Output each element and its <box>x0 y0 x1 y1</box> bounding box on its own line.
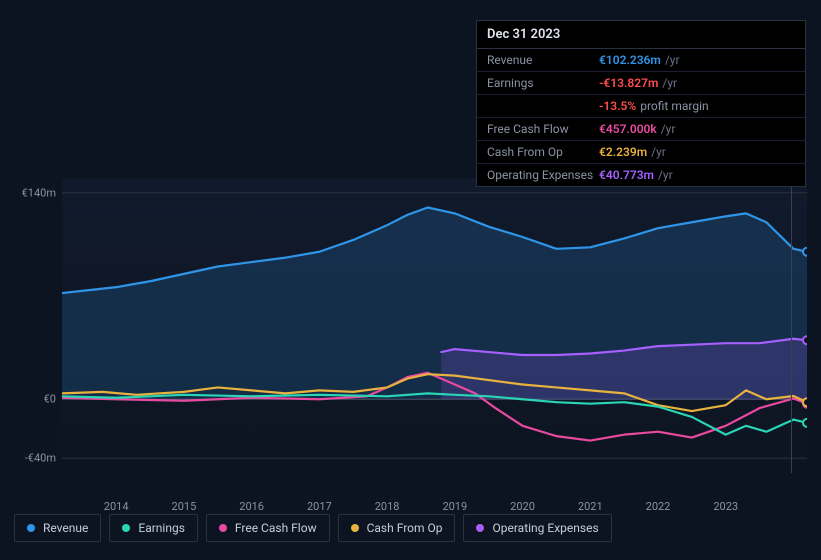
y-tick-label: €140m <box>14 186 56 199</box>
tooltip-extra-text: profit margin <box>640 99 708 113</box>
legend-label: Earnings <box>138 521 185 535</box>
y-tick-label: -€40m <box>14 452 56 465</box>
legend-label: Cash From Op <box>367 521 443 535</box>
tooltip-label: Earnings <box>487 76 599 90</box>
chart-legend: Revenue Earnings Free Cash Flow Cash From O… <box>14 514 807 542</box>
tooltip-row: Free Cash Flow€457.000k/yr <box>477 118 805 141</box>
legend-label: Revenue <box>43 521 88 535</box>
legend-dot-icon <box>27 524 35 532</box>
x-tick-label: 2015 <box>172 500 197 513</box>
hover-marker-line <box>791 178 792 473</box>
y-tick-label: €0 <box>14 393 56 406</box>
tooltip-label: Free Cash Flow <box>487 122 599 136</box>
x-tick-label: 2022 <box>646 500 671 513</box>
legend-item[interactable]: Revenue <box>14 514 101 542</box>
tooltip-unit: /yr <box>665 53 680 67</box>
legend-item[interactable]: Operating Expenses <box>463 514 611 542</box>
x-tick-label: 2020 <box>510 500 535 513</box>
legend-label: Free Cash Flow <box>235 521 317 535</box>
tooltip-value: €457.000k <box>599 122 657 136</box>
x-tick-label: 2018 <box>375 500 400 513</box>
tooltip-extra-value: -13.5% <box>599 99 636 113</box>
x-tick-label: 2014 <box>104 500 129 513</box>
legend-dot-icon <box>351 524 359 532</box>
legend-dot-icon <box>122 524 130 532</box>
legend-dot-icon <box>476 524 484 532</box>
legend-dot-icon <box>219 524 227 532</box>
tooltip-value: €40.773m <box>599 168 654 182</box>
tooltip-unit: /yr <box>651 145 666 159</box>
tooltip-unit: /yr <box>658 168 673 182</box>
tooltip-value: -€13.827m <box>599 76 658 90</box>
tooltip-label: Operating Expenses <box>487 168 599 182</box>
tooltip-unit: /yr <box>662 76 677 90</box>
x-tick-label: 2016 <box>239 500 264 513</box>
tooltip-unit: /yr <box>661 122 676 136</box>
financials-chart[interactable]: €140m€0-€40m 201420152016201720182019202… <box>14 158 807 495</box>
tooltip-row: -13.5% profit margin <box>477 95 805 118</box>
tooltip-value: €2.239m <box>599 145 647 159</box>
x-tick-label: 2017 <box>307 500 332 513</box>
tooltip-rows: Revenue€102.236m/yrEarnings-€13.827m/yr-… <box>477 49 805 186</box>
legend-item[interactable]: Free Cash Flow <box>206 514 330 542</box>
legend-item[interactable]: Cash From Op <box>338 514 456 542</box>
tooltip-label: Cash From Op <box>487 145 599 159</box>
tooltip-date: Dec 31 2023 <box>477 21 805 49</box>
x-tick-label: 2019 <box>442 500 467 513</box>
chart-svg <box>62 178 807 473</box>
x-tick-label: 2021 <box>578 500 603 513</box>
tooltip-row: Earnings-€13.827m/yr <box>477 72 805 95</box>
tooltip-row: Operating Expenses€40.773m/yr <box>477 164 805 186</box>
data-tooltip: Dec 31 2023 Revenue€102.236m/yrEarnings-… <box>476 20 806 187</box>
tooltip-label: Revenue <box>487 53 599 67</box>
x-tick-label: 2023 <box>713 500 738 513</box>
legend-label: Operating Expenses <box>492 521 598 535</box>
tooltip-value: €102.236m <box>599 53 661 67</box>
tooltip-row: Cash From Op€2.239m/yr <box>477 141 805 164</box>
plot-area[interactable] <box>62 178 807 473</box>
legend-item[interactable]: Earnings <box>109 514 198 542</box>
tooltip-row: Revenue€102.236m/yr <box>477 49 805 72</box>
